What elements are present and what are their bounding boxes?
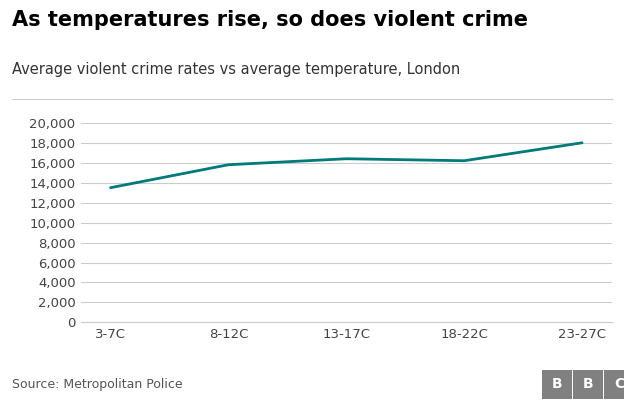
Text: As temperatures rise, so does violent crime: As temperatures rise, so does violent cr… <box>12 10 529 30</box>
Text: Average violent crime rates vs average temperature, London: Average violent crime rates vs average t… <box>12 62 461 77</box>
Text: B: B <box>551 378 562 391</box>
Text: B: B <box>582 378 593 391</box>
Text: Source: Metropolitan Police: Source: Metropolitan Police <box>12 378 183 391</box>
Text: C: C <box>614 378 624 391</box>
